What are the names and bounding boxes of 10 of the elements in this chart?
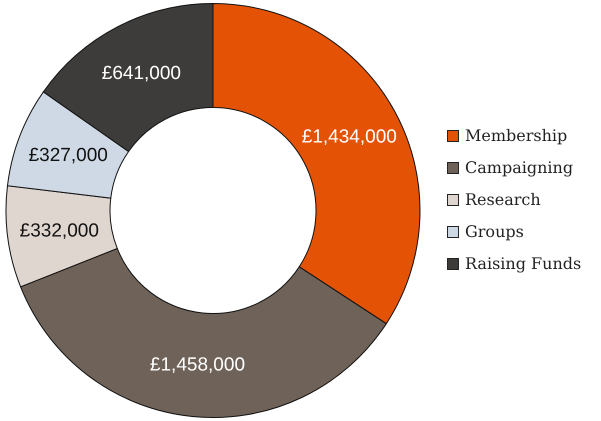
- legend-label: Campaigning: [465, 158, 574, 177]
- legend-label: Research: [465, 190, 541, 209]
- data-label: £1,458,000: [150, 354, 246, 376]
- legend-label: Membership: [465, 126, 568, 145]
- legend-label: Raising Funds: [465, 254, 582, 273]
- legend-label: Groups: [465, 222, 524, 241]
- data-label: £327,000: [28, 145, 108, 166]
- data-label: £1,434,000: [302, 126, 397, 148]
- data-label: £641,000: [102, 63, 181, 84]
- data-label: £332,000: [20, 220, 99, 242]
